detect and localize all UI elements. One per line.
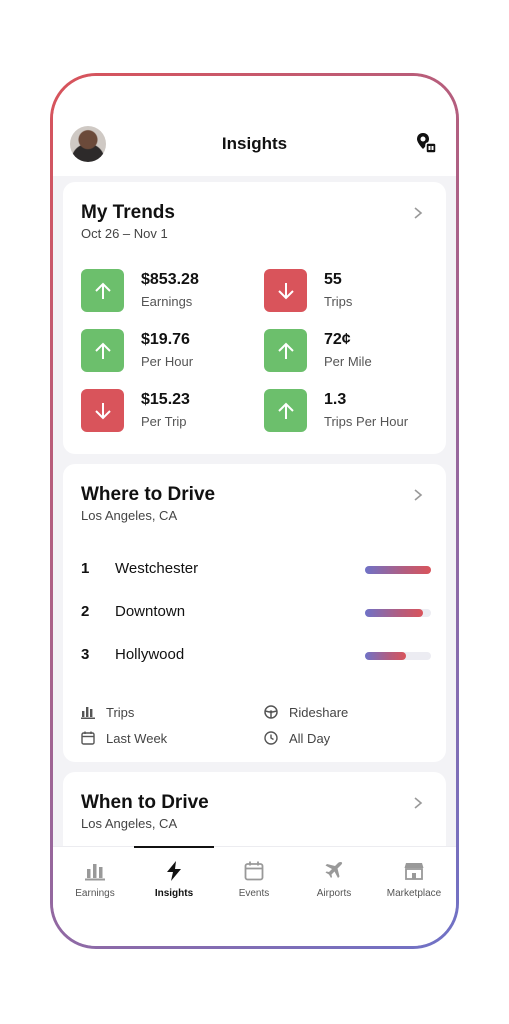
bar-chart-icon	[81, 707, 95, 719]
rank-number: 3	[81, 646, 90, 663]
map-pin-icon[interactable]	[415, 132, 437, 154]
active-tab-indicator	[134, 846, 214, 848]
content-scroll[interactable]: My Trends Oct 26 – Nov 1 $853.28 Earnings…	[53, 176, 456, 846]
trend-item: 55 Trips	[264, 269, 434, 315]
tab-insights[interactable]: Insights	[134, 847, 214, 907]
lightning-icon	[167, 861, 181, 881]
date-range: Oct 26 – Nov 1	[81, 226, 168, 241]
trend-value: 55	[324, 271, 342, 288]
tab-label: Airports	[316, 888, 352, 899]
area-name: Downtown	[115, 603, 186, 620]
store-icon	[404, 863, 424, 880]
filter-label: Trips	[106, 705, 135, 720]
trend-indicator	[264, 269, 307, 312]
demand-bar-fill	[365, 566, 431, 574]
arrow-up-icon	[94, 282, 111, 299]
filter-label: Rideshare	[289, 705, 349, 720]
demand-bar	[365, 566, 431, 574]
filter-time[interactable]: All Day	[264, 730, 384, 748]
chevron-right-icon[interactable]	[412, 797, 424, 809]
when-to-drive-card[interactable]: When to Drive Los Angeles, CA	[63, 772, 446, 846]
where-to-drive-card[interactable]: Where to Drive Los Angeles, CA 1 Westches…	[63, 464, 446, 762]
location: Los Angeles, CA	[81, 508, 178, 523]
trend-indicator	[81, 329, 124, 372]
rank-number: 1	[81, 560, 90, 577]
demand-bar	[365, 652, 431, 660]
filter-service[interactable]: Rideshare	[264, 704, 384, 722]
trend-item: $19.76 Per Hour	[81, 329, 251, 375]
demand-bar-fill	[365, 609, 424, 617]
tab-bar: Earnings Insights Events	[53, 846, 456, 946]
trend-value: $853.28	[141, 271, 199, 288]
arrow-down-icon	[94, 402, 111, 419]
rank-number: 2	[81, 603, 90, 620]
trend-item: 72¢ Per Mile	[264, 329, 434, 375]
phone-frame: Insights My Trends Oct 26 – Nov 1 $853.2…	[50, 73, 459, 949]
page-title: Insights	[221, 134, 288, 153]
trend-label: Earnings	[141, 294, 193, 309]
card-title: When to Drive	[81, 792, 209, 813]
filter-period[interactable]: Last Week	[81, 730, 201, 748]
arrow-up-icon	[94, 342, 111, 359]
list-item[interactable]: 3 Hollywood	[81, 646, 431, 668]
location: Los Angeles, CA	[81, 816, 178, 831]
arrow-up-icon	[277, 402, 294, 419]
trend-label: Trips	[324, 294, 353, 309]
chevron-right-icon[interactable]	[412, 207, 424, 219]
tab-airports[interactable]: Airports	[294, 847, 374, 907]
trend-indicator	[264, 329, 307, 372]
arrow-up-icon	[277, 342, 294, 359]
trend-value: 72¢	[324, 331, 351, 348]
trend-item: $15.23 Per Trip	[81, 389, 251, 435]
list-item[interactable]: 1 Westchester	[81, 560, 431, 582]
trend-label: Trips Per Hour	[324, 414, 409, 429]
tab-label: Marketplace	[386, 888, 442, 899]
list-item[interactable]: 2 Downtown	[81, 603, 431, 625]
arrow-down-icon	[277, 282, 294, 299]
trend-label: Per Hour	[141, 354, 194, 369]
calendar-icon	[81, 731, 95, 745]
avatar[interactable]	[70, 126, 106, 162]
header: Insights	[53, 76, 456, 176]
filter-label: Last Week	[106, 731, 168, 746]
airplane-icon	[325, 861, 343, 878]
tab-events[interactable]: Events	[214, 847, 294, 907]
chevron-right-icon[interactable]	[412, 489, 424, 501]
trend-value: $15.23	[141, 391, 190, 408]
area-name: Westchester	[115, 560, 199, 577]
steering-wheel-icon	[264, 705, 278, 719]
filter-metric[interactable]: Trips	[81, 704, 201, 722]
tab-earnings[interactable]: Earnings	[55, 847, 135, 907]
trend-indicator	[81, 389, 124, 432]
bar-chart-icon	[85, 864, 105, 881]
demand-bar	[365, 609, 431, 617]
demand-bar-fill	[365, 652, 406, 660]
calendar-icon	[244, 861, 264, 881]
trend-indicator	[264, 389, 307, 432]
tab-label: Earnings	[75, 888, 115, 899]
trend-label: Per Trip	[141, 414, 187, 429]
trend-label: Per Mile	[324, 354, 372, 369]
tab-label: Insights	[154, 888, 194, 899]
phone-screen: Insights My Trends Oct 26 – Nov 1 $853.2…	[53, 76, 456, 946]
trend-indicator	[81, 269, 124, 312]
area-name: Hollywood	[115, 646, 185, 663]
trend-item: $853.28 Earnings	[81, 269, 251, 315]
card-title: My Trends	[81, 202, 175, 223]
tab-marketplace[interactable]: Marketplace	[374, 847, 454, 907]
filter-label: All Day	[289, 731, 331, 746]
card-title: Where to Drive	[81, 484, 216, 505]
tab-label: Events	[238, 888, 270, 899]
trend-value: $19.76	[141, 331, 190, 348]
clock-icon	[264, 731, 278, 745]
trend-value: 1.3	[324, 391, 347, 408]
trend-item: 1.3 Trips Per Hour	[264, 389, 434, 435]
my-trends-card[interactable]: My Trends Oct 26 – Nov 1 $853.28 Earnings…	[63, 182, 446, 454]
